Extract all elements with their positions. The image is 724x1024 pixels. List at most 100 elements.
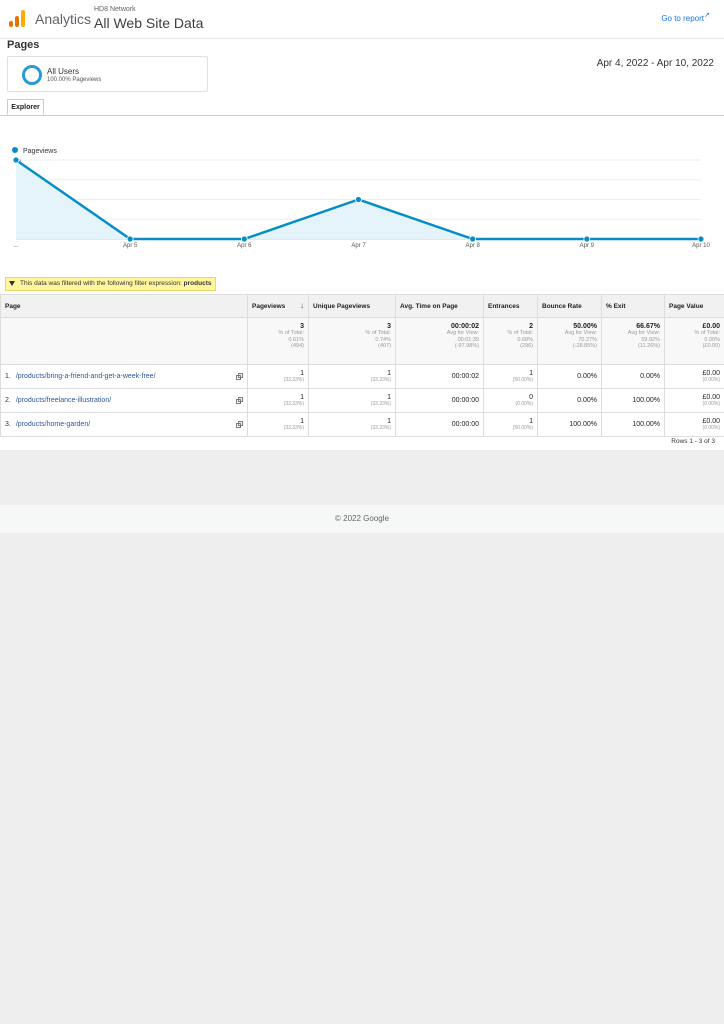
page-cell: 2. /products/freelance-illustration/ [0, 388, 248, 413]
pageviews-value: 1 [300, 418, 304, 425]
entrances-cell: 1 (50.00%) [483, 412, 538, 437]
page-value-value: £0.00 [702, 394, 720, 401]
segment-circle-icon [22, 65, 42, 85]
totals-note: % of Total: [507, 330, 533, 336]
totals-value: 00:00:02 [450, 323, 479, 330]
x-tick-label: Apr 8 [465, 243, 480, 249]
totals-note: (11.26%) [638, 343, 660, 349]
column-header-pageviews[interactable]: Pageviews ↓ [247, 294, 309, 318]
totals-note: 70.27% [578, 336, 597, 343]
totals-note: 00:01:39 [457, 336, 479, 343]
avg-time-value: 00:00:02 [451, 373, 479, 380]
unique-pageviews-value: 1 [387, 418, 391, 425]
page-value-cell: £0.00 (0.00%) [664, 364, 724, 389]
go-to-report-link[interactable]: Go to report [661, 14, 704, 23]
tab-explorer[interactable]: Explorer [7, 99, 44, 115]
date-range-picker[interactable]: Apr 4, 2022 - Apr 10, 2022 [596, 58, 714, 69]
pageviews-pct: (33.33%) [283, 401, 304, 407]
bounce-rate-value: 0.00% [577, 373, 597, 380]
x-tick-label: Apr 10 [692, 243, 710, 249]
external-link-icon[interactable]: ↗ [704, 12, 710, 19]
unique-pageviews-pct: (33.33%) [370, 401, 391, 407]
unique-pageviews-pct: (33.33%) [370, 377, 391, 383]
data-point [240, 235, 248, 243]
totals-note: Avg for View: [564, 330, 597, 336]
filter-notice-text: This data was filtered with the followin… [20, 280, 182, 287]
open-page-icon[interactable] [236, 421, 243, 428]
x-tick-label: Apr 7 [351, 243, 366, 249]
open-page-icon[interactable] [236, 373, 243, 380]
column-header-page[interactable]: Page [0, 294, 248, 318]
data-point [697, 235, 705, 243]
totals-note: Avg for View: [446, 330, 479, 336]
footer-copyright: © 2022 Google [0, 505, 724, 533]
entrances-value: 1 [529, 370, 533, 377]
table-row: 3./products/home-garden/ 1 (33.33%) 1 (33.… [0, 412, 724, 437]
totals-value: 2 [529, 323, 533, 330]
pageviews-pct: (33.33%) [283, 425, 304, 431]
page-value-value: £0.00 [702, 418, 720, 425]
page-link[interactable]: /products/freelance-illustration/ [15, 397, 112, 404]
bounce-rate-cell: 0.00% [537, 388, 602, 413]
pageviews-value: 1 [300, 394, 304, 401]
entrances-cell: 1 (50.00%) [483, 364, 538, 389]
unique-pageviews-value: 1 [387, 394, 391, 401]
x-tick-label: Apr 9 [580, 243, 595, 249]
totals-value: 66.67% [636, 323, 660, 330]
page-value-pct: (0.00%) [702, 377, 720, 383]
entrances-pct: (0.00%) [515, 401, 533, 407]
column-header-exit[interactable]: % Exit [601, 294, 665, 318]
exit-cell: 0.00% [601, 364, 665, 389]
avg-time-cell: 00:00:00 [395, 388, 484, 413]
row-index: 3. [5, 421, 11, 428]
column-header-unique-pageviews[interactable]: Unique Pageviews [308, 294, 396, 318]
data-point [355, 196, 362, 203]
totals-value: 3 [387, 323, 391, 330]
entrances-pct: (50.00%) [512, 425, 533, 431]
avg-time-value: 00:00:00 [451, 397, 479, 404]
x-tick-label: ... [13, 243, 18, 249]
bounce-rate-cell: 0.00% [537, 364, 602, 389]
exit-value: 100.00% [632, 421, 660, 428]
filter-expression: products [183, 280, 212, 287]
pageviews-pct: (33.33%) [283, 377, 304, 383]
pageviews-value: 1 [300, 370, 304, 377]
property-name[interactable]: HD8 Network [94, 6, 136, 13]
x-tick-label: Apr 6 [237, 243, 252, 249]
unique-pageviews-cell: 1 (33.33%) [308, 388, 396, 413]
table-header-row: Page Pageviews ↓ Unique Pageviews Avg. T… [0, 294, 724, 318]
column-header-avg-time[interactable]: Avg. Time on Page [395, 294, 484, 318]
page-link[interactable]: /products/bring-a-friend-and-get-a-week-… [15, 373, 156, 380]
rows-info: Rows 1 - 3 of 3 [671, 438, 715, 445]
bounce-rate-value: 100.00% [569, 421, 597, 428]
page-cell: 1. /products/bring-a-friend-and-get-a-wee… [0, 364, 248, 389]
sort-arrow-down-icon[interactable]: ↓ [300, 301, 304, 310]
column-header-page-value[interactable]: Page Value [664, 294, 724, 318]
totals-cell: 2% of Total: 0.68% (296) [483, 317, 538, 365]
exit-value: 0.00% [640, 373, 660, 380]
column-header-bounce-rate[interactable]: Bounce Rate [537, 294, 602, 318]
entrances-value: 1 [529, 418, 533, 425]
column-header-entrances[interactable]: Entrances [483, 294, 538, 318]
segment-subtitle: 100.00% Pageviews [47, 77, 102, 83]
entrances-pct: (50.00%) [512, 377, 533, 383]
page-link[interactable]: /products/home-garden/ [15, 421, 91, 428]
exit-value: 100.00% [632, 397, 660, 404]
pageviews-cell: 1 (33.33%) [247, 388, 309, 413]
segment-card[interactable]: All Users 100.00% Pageviews [7, 56, 208, 92]
totals-cell: 3% of Total: 0.74% (407) [308, 317, 396, 365]
unique-pageviews-pct: (33.33%) [370, 425, 391, 431]
totals-row: 3% of Total: 0.61% (494) 3% of Total: 0.74%… [0, 317, 724, 365]
view-name[interactable]: All Web Site Data [94, 15, 204, 31]
totals-value: 3 [300, 323, 304, 330]
filter-notice: This data was filtered with the followin… [5, 277, 217, 291]
avg-time-cell: 00:00:02 [395, 364, 484, 389]
header-bar: Analytics HD8 Network All Web Site Data … [0, 0, 724, 39]
open-page-icon[interactable] [236, 397, 243, 404]
totals-note: 0.00% [704, 336, 720, 343]
totals-value: 50.00% [573, 323, 597, 330]
totals-label-cell [0, 317, 248, 365]
exit-cell: 100.00% [601, 412, 665, 437]
report-table: Page Pageviews ↓ Unique Pageviews Avg. T… [0, 294, 724, 437]
